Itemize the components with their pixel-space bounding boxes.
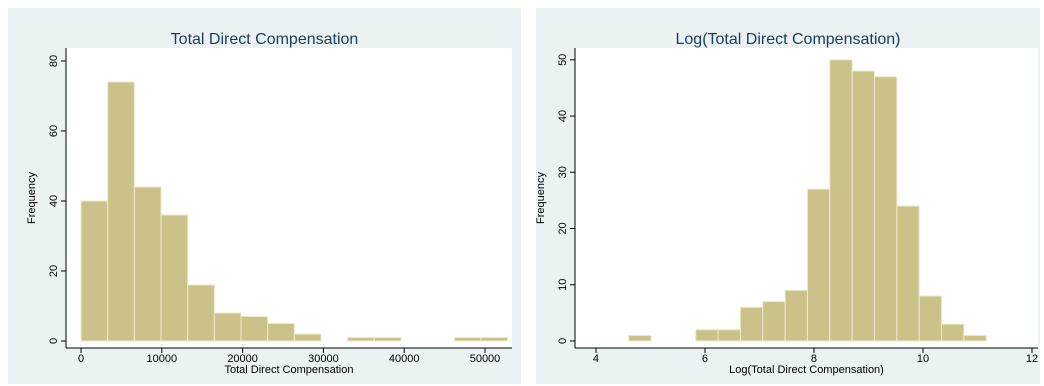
x-axis-title: Log(Total Direct Compensation)	[729, 364, 884, 376]
y-tick-label: 40	[557, 110, 569, 122]
bar	[160, 214, 189, 342]
x-tick-label: 10000	[147, 353, 178, 365]
y-tick-label: 40	[48, 195, 60, 207]
bar	[213, 312, 242, 342]
chart-title: Total Direct Compensation	[171, 31, 359, 48]
y-axis-title: Frequency	[26, 172, 38, 224]
bar	[480, 336, 509, 342]
bar	[695, 329, 719, 342]
y-tick-label: 0	[48, 338, 60, 344]
bar	[717, 329, 741, 342]
bar	[373, 336, 402, 342]
bar	[851, 70, 875, 342]
x-tick-label: 4	[593, 353, 599, 365]
bar	[628, 334, 652, 342]
bar	[806, 188, 831, 342]
x-tick-label: 6	[702, 353, 708, 365]
bar	[240, 315, 269, 342]
bar	[133, 186, 162, 342]
y-axis-title: Frequency	[535, 172, 547, 224]
bar	[896, 205, 920, 342]
x-tick-label: 0	[78, 353, 84, 365]
y-tick-label: 20	[48, 265, 60, 277]
y-tick-label: 30	[557, 166, 569, 178]
x-tick-label: 20000	[227, 353, 258, 365]
y-tick-label: 20	[557, 222, 569, 234]
bar	[453, 336, 482, 342]
bar	[941, 323, 965, 342]
x-tick-label: 8	[811, 353, 817, 365]
bar	[267, 322, 295, 342]
bar	[784, 289, 808, 342]
bar	[739, 306, 764, 342]
bar	[347, 336, 375, 342]
x-tick-label: 50000	[470, 353, 501, 365]
y-tick-label: 60	[48, 125, 60, 137]
y-tick-label: 50	[557, 54, 569, 66]
bar	[873, 76, 898, 342]
bar	[187, 284, 215, 342]
bar	[829, 59, 853, 342]
bar	[918, 295, 943, 342]
y-tick-label: 80	[48, 55, 60, 67]
bar	[293, 333, 322, 342]
y-tick-label: 0	[557, 338, 569, 344]
bar	[762, 301, 786, 342]
chart-title: Log(Total Direct Compensation)	[676, 31, 901, 48]
x-tick-label: 40000	[389, 353, 420, 365]
bar	[80, 200, 109, 342]
x-tick-label: 12	[1026, 353, 1038, 365]
bar	[107, 81, 135, 342]
bar	[963, 334, 987, 342]
x-tick-label: 30000	[308, 353, 339, 365]
x-axis-title: Total Direct Compensation	[224, 364, 353, 376]
x-tick-label: 10	[917, 353, 929, 365]
y-tick-label: 10	[557, 279, 569, 291]
